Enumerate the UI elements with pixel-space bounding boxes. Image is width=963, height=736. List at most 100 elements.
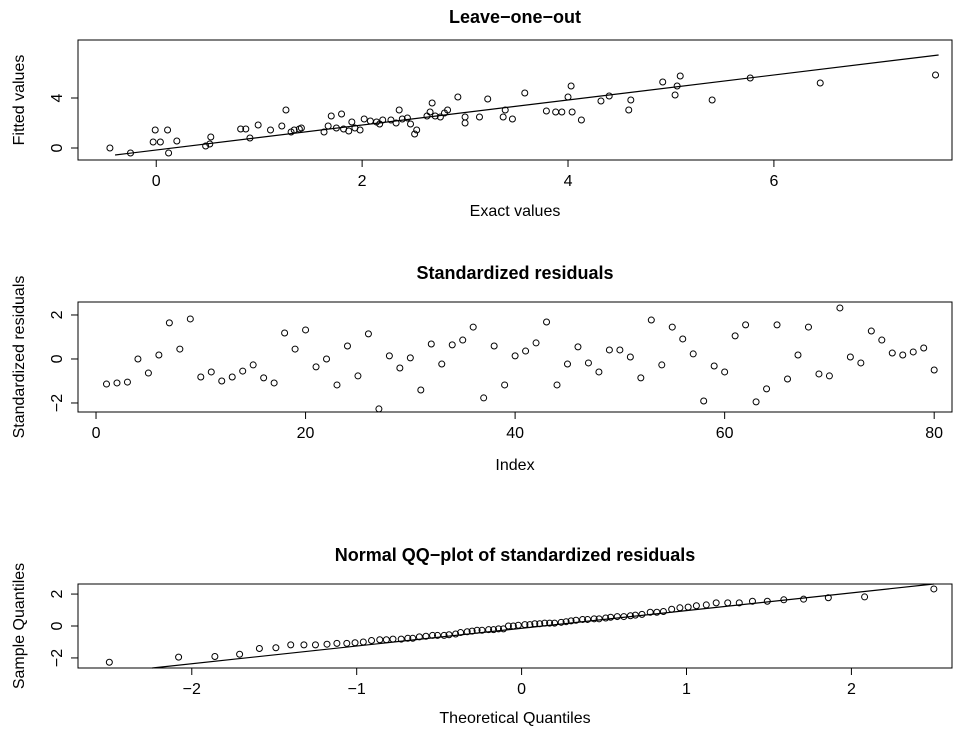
point	[638, 610, 646, 618]
y-tick-label: 2	[49, 590, 66, 599]
point	[459, 336, 467, 344]
point	[590, 615, 598, 623]
point	[659, 607, 667, 615]
plot-frame	[77, 39, 953, 161]
point	[607, 613, 615, 621]
point	[237, 125, 245, 133]
point	[597, 97, 605, 105]
point	[333, 639, 341, 647]
point	[653, 608, 661, 616]
point	[382, 636, 390, 644]
point	[794, 351, 802, 359]
point	[625, 106, 633, 114]
point	[206, 140, 214, 148]
point	[417, 386, 425, 394]
point	[436, 113, 444, 121]
point	[658, 361, 666, 369]
point	[197, 373, 205, 381]
point	[228, 373, 236, 381]
point	[646, 608, 654, 616]
point	[825, 372, 833, 380]
point	[689, 350, 697, 358]
x-tick-label: 1	[682, 681, 691, 698]
point	[692, 602, 700, 610]
point	[671, 91, 679, 99]
point	[123, 378, 131, 386]
point	[857, 359, 865, 367]
point	[332, 124, 340, 132]
point	[763, 385, 771, 393]
point	[302, 326, 310, 334]
point	[584, 615, 592, 623]
point	[320, 128, 328, 136]
point	[427, 340, 435, 348]
point	[484, 95, 492, 103]
x-tick-label: 40	[506, 425, 524, 442]
x-tick-label: 0	[92, 425, 101, 442]
point	[673, 82, 681, 90]
point	[327, 112, 335, 120]
point	[676, 72, 684, 80]
point	[815, 370, 823, 378]
point	[676, 604, 684, 612]
point	[411, 130, 419, 138]
point	[568, 108, 576, 116]
x-tick-label: 6	[769, 173, 778, 190]
point	[541, 619, 549, 627]
y-tick-label: 2	[49, 310, 66, 319]
point	[824, 594, 832, 602]
y-axis-label: Sample Quantiles	[11, 563, 28, 689]
y-tick-label: −2	[49, 394, 66, 412]
point	[532, 339, 540, 347]
point	[423, 112, 431, 120]
point	[574, 343, 582, 351]
x-tick-label: 2	[847, 681, 856, 698]
point	[431, 112, 439, 120]
point	[445, 631, 453, 639]
point	[246, 134, 254, 142]
point	[366, 117, 374, 125]
point	[605, 346, 613, 354]
point	[351, 639, 359, 647]
point	[389, 635, 397, 643]
point	[236, 650, 244, 658]
point	[567, 82, 575, 90]
point	[396, 364, 404, 372]
point	[324, 122, 332, 130]
x-axis-label: Theoretical Quantiles	[439, 710, 590, 727]
point	[631, 611, 639, 619]
point	[134, 355, 142, 363]
point	[659, 78, 667, 86]
point	[186, 315, 194, 323]
x-tick-label: 0	[517, 681, 526, 698]
point	[816, 79, 824, 87]
point	[312, 363, 320, 371]
point	[407, 120, 415, 128]
chart-title: Normal QQ−plot of standardized residuals	[335, 545, 696, 565]
fit-line	[114, 54, 939, 156]
point	[475, 113, 483, 121]
panel: Normal QQ−plot of standardized residuals…	[11, 545, 953, 727]
y-tick-label: 0	[49, 621, 66, 630]
point	[700, 397, 708, 405]
point	[359, 638, 367, 646]
point	[579, 615, 587, 623]
point	[254, 121, 262, 129]
point	[546, 619, 554, 627]
point	[836, 304, 844, 312]
point	[735, 599, 743, 607]
point	[207, 368, 215, 376]
point	[149, 138, 157, 146]
point	[368, 637, 376, 645]
point	[784, 375, 792, 383]
y-axis-label: Fitted values	[11, 55, 28, 146]
point	[323, 640, 331, 648]
panel: Standardized residuals 0 20 40 60 80 −2 0 2 Index…	[11, 263, 953, 474]
point	[272, 644, 280, 652]
x-tick-label: −1	[348, 681, 366, 698]
point	[780, 596, 788, 604]
y-tick-label: 0	[49, 354, 66, 363]
point	[595, 368, 603, 376]
point	[605, 92, 613, 100]
